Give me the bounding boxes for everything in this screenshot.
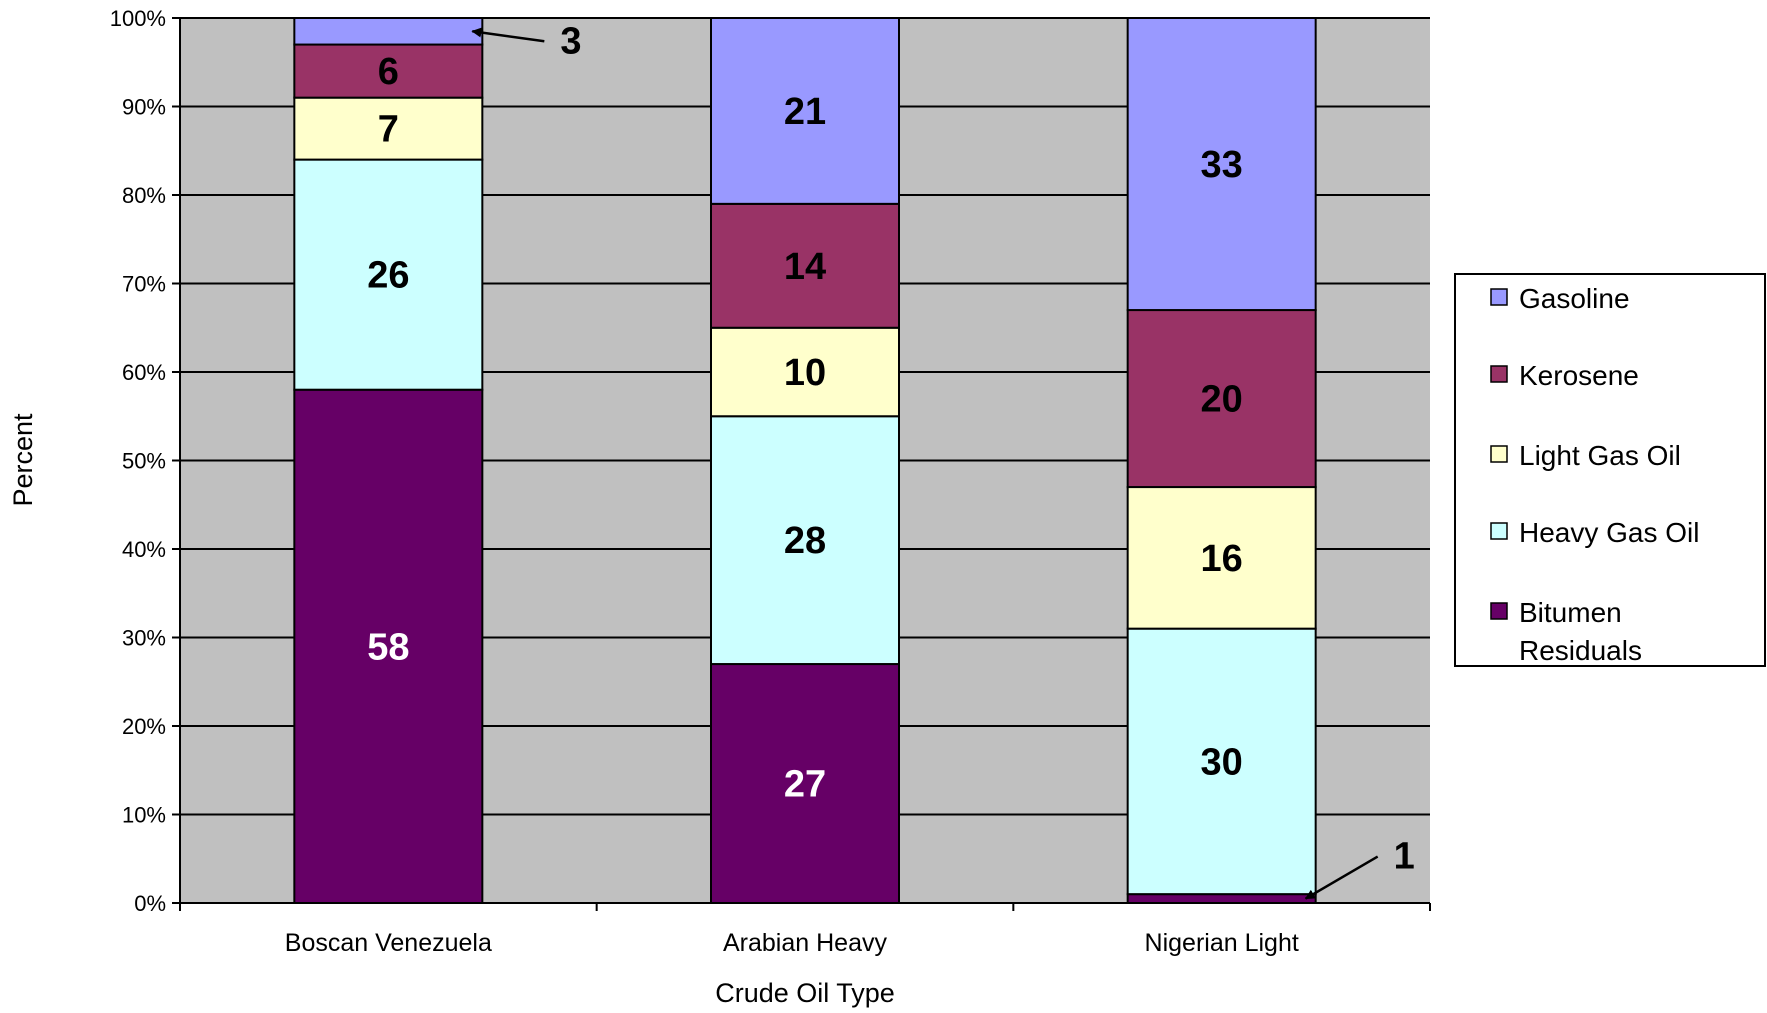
y-tick-label-60: 60% [122,360,166,385]
y-axis-title: Percent [8,413,38,507]
legend-label-bitumen-residuals: Bitumen Residuals [1519,597,1642,666]
legend-label-light-gas-oil: Light Gas Oil [1519,440,1681,471]
y-tick-label-10: 10% [122,803,166,828]
bar-segment-boscan-venezuela-bitumen-residuals [293,388,484,904]
legend-swatch-kerosene [1490,365,1508,383]
bar-segment-nigerian-light-gasoline [1126,17,1317,312]
callout-label-nigerian-light-bitumen-residuals: 1 [1394,836,1415,878]
data-label-nigerian-light-kerosene: 20 [1201,379,1243,421]
bar-segment-arabian-heavy-bitumen-residuals [710,663,900,904]
bars: 58 26 7 6 27 28 10 14 21 30 16 20 33 [293,17,1317,905]
legend-label-kerosene: Kerosene [1519,360,1639,391]
data-label-boscan-venezuela-light-gas-oil: 7 [378,109,399,151]
callout-arrow-boscan-venezuela [471,27,545,43]
data-label-boscan-venezuela-kerosene: 6 [378,51,399,93]
data-label-boscan-venezuela-heavy-gas-oil: 26 [367,255,409,297]
y-tick-label-80: 80% [122,183,166,208]
bar-segment-boscan-venezuela-heavy-gas-oil [293,158,484,391]
y-tick-label-20: 20% [122,714,166,739]
x-axis-categories: Boscan Venezuela Arabian Heavy Nigerian Li… [285,929,1299,957]
legend-swatch-bitumen-residuals [1490,602,1508,620]
y-tick-label-90: 90% [122,95,166,120]
bar-segment-boscan-venezuela-gasoline [293,17,484,46]
data-label-nigerian-light-light-gas-oil: 16 [1201,538,1243,580]
callouts: 31 [471,20,1415,900]
bar-segment-nigerian-light-heavy-gas-oil [1126,627,1317,896]
legend-label-gasoline: Gasoline [1519,283,1630,314]
bar-segment-arabian-heavy-light-gas-oil [710,326,900,418]
bar-segment-nigerian-light-kerosene [1126,309,1317,489]
legend-swatch-light-gas-oil [1490,445,1508,463]
bar-segment-nigerian-light-bitumen-residuals [1126,893,1317,905]
bar-segment-boscan-venezuela-light-gas-oil [293,96,484,161]
data-label-nigerian-light-heavy-gas-oil: 30 [1201,741,1243,783]
data-label-arabian-heavy-bitumen-residuals: 27 [784,764,826,806]
legend-swatch-gasoline [1490,288,1508,306]
y-tick-label-40: 40% [122,537,166,562]
y-tick-label-30: 30% [122,626,166,651]
data-label-arabian-heavy-heavy-gas-oil: 28 [784,520,826,562]
data-label-nigerian-light-gasoline: 33 [1201,144,1243,186]
y-tick-label-70: 70% [122,272,166,297]
data-label-arabian-heavy-gasoline: 21 [784,91,826,133]
data-label-arabian-heavy-light-gas-oil: 10 [784,352,826,394]
data-label-arabian-heavy-kerosene: 14 [784,246,826,288]
bar-segment-arabian-heavy-kerosene [710,202,900,329]
callout-arrow-nigerian-light [1304,855,1379,900]
callout-label-boscan-venezuela-gasoline: 3 [560,20,581,62]
y-tick-label-0: 0% [134,891,166,916]
data-label-boscan-venezuela-bitumen-residuals: 58 [367,626,409,668]
x-category-label-boscan-venezuela: Boscan Venezuela [285,929,492,957]
x-category-label-nigerian-light: Nigerian Light [1145,929,1299,957]
y-axis-ticks: 0% 10% 20% 30% 40% 50% 60% 70% 80% 90% 100% [110,6,180,916]
legend: Gasoline Kerosene Light Gas Oil Heavy Gas O… [1454,273,1766,667]
legend-box [1454,273,1766,667]
bar-segment-arabian-heavy-gasoline [710,17,900,205]
y-tick-label-50: 50% [122,449,166,474]
legend-swatch-heavy-gas-oil [1490,522,1508,540]
y-tick-label-100: 100% [110,6,166,31]
bar-segment-boscan-venezuela-kerosene [293,43,484,99]
x-axis-title: Crude Oil Type [715,978,895,1008]
x-category-label-arabian-heavy: Arabian Heavy [723,929,887,957]
legend-label-heavy-gas-oil: Heavy Gas Oil [1519,517,1700,548]
bar-segment-arabian-heavy-heavy-gas-oil [710,415,900,666]
